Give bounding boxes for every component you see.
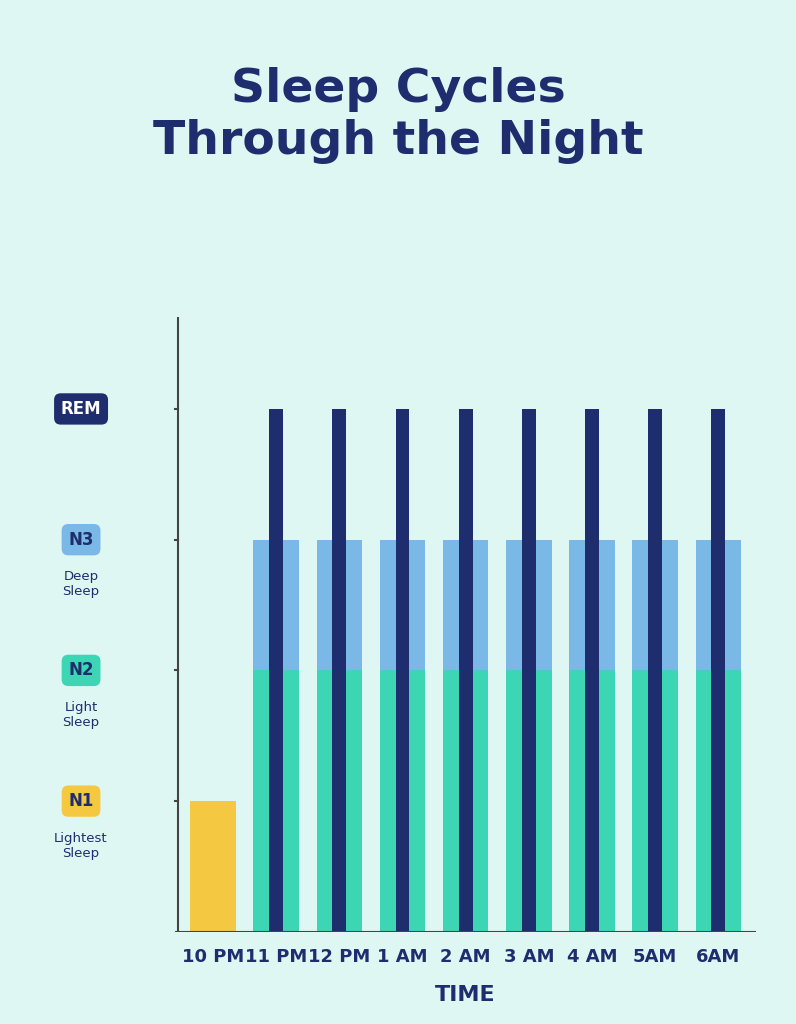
Text: Light
Sleep: Light Sleep <box>63 701 100 729</box>
Bar <box>317 671 362 932</box>
Bar <box>253 671 299 932</box>
Bar <box>443 671 489 932</box>
Bar <box>696 540 741 932</box>
Bar <box>333 409 346 932</box>
Text: Deep
Sleep: Deep Sleep <box>63 570 100 598</box>
Bar <box>380 540 425 932</box>
X-axis label: TIME: TIME <box>435 985 496 1006</box>
Bar <box>458 409 473 932</box>
Bar <box>269 409 283 932</box>
Bar <box>648 409 662 932</box>
Text: Lightest
Sleep: Lightest Sleep <box>54 831 108 860</box>
Bar <box>443 540 489 932</box>
Text: N2: N2 <box>68 662 94 679</box>
Bar <box>317 540 362 932</box>
Bar <box>585 409 599 932</box>
Bar <box>190 801 236 932</box>
Text: REM: REM <box>60 400 101 418</box>
Bar <box>253 540 299 932</box>
Bar <box>506 540 552 932</box>
Bar <box>569 671 615 932</box>
Bar <box>632 671 678 932</box>
Bar <box>506 671 552 932</box>
Text: N3: N3 <box>68 530 94 549</box>
Bar <box>712 409 725 932</box>
Bar <box>632 540 678 932</box>
Text: Sleep Cycles
Through the Night: Sleep Cycles Through the Night <box>153 67 643 164</box>
Bar <box>696 671 741 932</box>
Text: N1: N1 <box>68 793 94 810</box>
Bar <box>569 540 615 932</box>
Bar <box>380 671 425 932</box>
Bar <box>396 409 409 932</box>
Bar <box>522 409 536 932</box>
